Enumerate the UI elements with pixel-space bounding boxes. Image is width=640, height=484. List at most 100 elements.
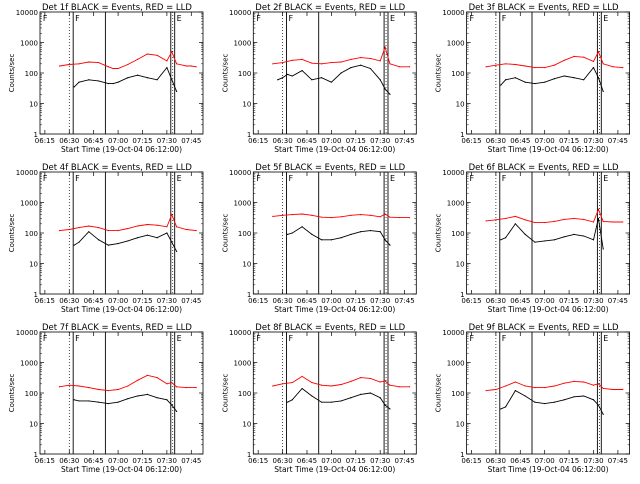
lld-point <box>563 59 565 61</box>
events-point <box>534 401 536 403</box>
x-axis-label: Start Time (19-Oct-04 06:12:00) <box>61 145 182 154</box>
events-point <box>573 233 575 235</box>
events-point <box>514 389 517 392</box>
events-point <box>524 233 526 235</box>
marker-label: F <box>288 14 293 23</box>
y-tick-label: 100 <box>238 70 251 78</box>
events-point <box>117 81 119 83</box>
events-point <box>573 77 575 79</box>
events-point <box>311 395 313 397</box>
y-tick-label: 10 <box>242 261 251 269</box>
lld-point <box>97 388 100 391</box>
events-point <box>166 399 168 401</box>
marker-label: F <box>256 174 261 183</box>
x-tick-label: 06:45 <box>297 137 317 145</box>
lld-point <box>369 214 372 216</box>
lld-point <box>311 381 313 384</box>
events-point <box>73 244 75 246</box>
x-axis-label: Start Time (19-Oct-04 06:12:00) <box>488 305 609 314</box>
x-tick-label: 07:15 <box>559 137 579 145</box>
events-point <box>360 231 362 233</box>
events-point <box>340 72 342 74</box>
lld-point <box>97 61 100 64</box>
lld-point <box>379 381 381 383</box>
x-tick-label: 07:30 <box>157 297 177 305</box>
events-point <box>321 401 323 403</box>
series-events-line <box>287 387 391 410</box>
lld-point <box>563 218 565 220</box>
x-tick-label: 06:45 <box>510 297 530 305</box>
y-tick-label: 1 <box>460 451 464 459</box>
y-tick-label: 1000 <box>447 200 465 208</box>
x-tick-label: 06:30 <box>272 137 292 145</box>
events-point <box>369 67 372 70</box>
lld-point <box>58 229 61 232</box>
x-tick-label: 06:30 <box>59 137 79 145</box>
lld-point <box>408 66 411 68</box>
events-point <box>291 75 293 77</box>
lld-point <box>58 65 61 67</box>
events-point <box>137 395 139 397</box>
x-tick-label: 07:00 <box>535 137 555 145</box>
marker-label: F <box>256 334 261 343</box>
lld-point <box>360 56 362 59</box>
events-point <box>137 237 139 239</box>
lld-point <box>360 376 362 379</box>
lld-point <box>622 67 624 69</box>
lld-point <box>524 385 526 387</box>
marker-label: E <box>603 334 608 343</box>
x-tick-label: 07:45 <box>181 457 201 465</box>
lld-point <box>485 389 487 392</box>
events-point <box>544 402 546 405</box>
lld-point <box>171 381 173 384</box>
lld-point <box>195 66 197 68</box>
lld-point <box>350 214 352 216</box>
lld-point <box>321 384 323 386</box>
lld-point <box>171 214 173 216</box>
lld-point <box>514 63 517 66</box>
events-point <box>597 217 599 220</box>
x-axis-label: Start Time (19-Oct-04 06:12:00) <box>274 145 395 154</box>
events-point <box>171 404 173 406</box>
y-tick-label: 1000 <box>233 200 251 208</box>
x-tick-label: 07:00 <box>535 297 555 305</box>
y-axis-label: Counts/sec <box>435 214 443 253</box>
y-tick-label: 100 <box>451 390 464 398</box>
lld-point <box>612 221 614 223</box>
lld-point <box>137 225 139 227</box>
series-events-line <box>287 226 391 246</box>
x-tick-label: 06:45 <box>510 457 530 465</box>
lld-point <box>583 56 585 58</box>
lld-point <box>127 63 129 66</box>
lld-point <box>301 58 303 60</box>
lld-point <box>573 217 575 220</box>
events-point <box>281 77 284 79</box>
events-point <box>500 408 502 410</box>
y-tick-label: 10000 <box>16 9 38 17</box>
marker-label: F <box>502 334 507 343</box>
lld-point <box>544 221 546 224</box>
series-lld-line <box>59 213 197 232</box>
y-tick-label: 1000 <box>20 40 38 48</box>
lld-point <box>379 216 381 218</box>
series-events-line <box>500 218 604 249</box>
y-axis-label: Counts/sec <box>8 214 16 253</box>
events-point <box>514 77 517 79</box>
lld-point <box>78 385 80 387</box>
lld-point <box>185 65 188 67</box>
lld-point <box>166 60 168 62</box>
events-point <box>127 398 129 400</box>
plot-frame <box>466 11 631 135</box>
marker-label: F <box>470 334 475 343</box>
lld-point <box>505 63 507 65</box>
events-point <box>379 79 381 81</box>
plot-frame <box>466 171 631 295</box>
lld-point <box>146 223 148 226</box>
series-lld-line <box>272 375 410 388</box>
marker-label: E <box>390 334 395 343</box>
events-point <box>340 400 342 402</box>
lld-point <box>485 66 487 68</box>
lld-point <box>350 58 352 60</box>
